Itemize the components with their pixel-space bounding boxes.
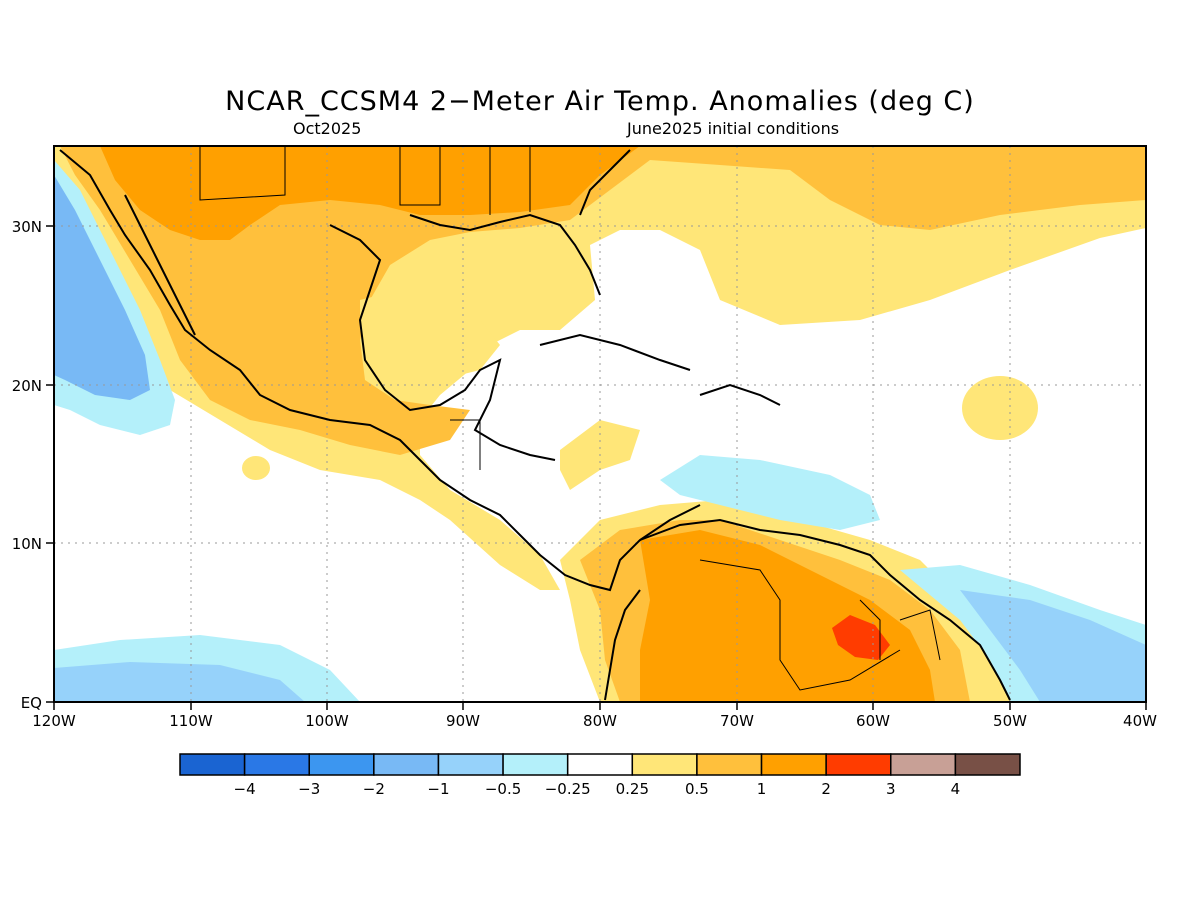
coast-cuba (539, 333, 691, 371)
colorbar-label: 0.25 (616, 780, 649, 798)
colorbar-swatch (243, 753, 310, 776)
cool-region-atlantic-blue (960, 590, 1146, 702)
cool-region-pacific-west-blue (54, 175, 150, 400)
coastlines (59, 149, 1011, 701)
map-gridlines (54, 146, 1146, 702)
lon-label: 100W (305, 712, 349, 730)
coast-baja (124, 194, 196, 336)
colorbar-swatch (308, 753, 375, 776)
colorbar-swatch (954, 753, 1021, 776)
warm-region-atlantic-patch (962, 376, 1038, 440)
lat-label: 30N (12, 218, 42, 236)
colorbar-label: −3 (298, 780, 320, 798)
colorbar-label: −2 (363, 780, 385, 798)
warm-region-us-dark (100, 146, 640, 240)
colorbar-label: 0.5 (685, 780, 709, 798)
lat-label: 20N (12, 377, 42, 395)
lon-label: 120W (32, 712, 76, 730)
cool-region-pacific-south-blue (54, 662, 305, 702)
coast-us-east (579, 149, 631, 216)
warm-region-southamerica-dark (640, 530, 935, 702)
colorbar-label: 1 (757, 780, 767, 798)
colorbar-swatch (696, 753, 763, 776)
colorbar-swatch (437, 753, 504, 776)
lon-label: 110W (169, 712, 213, 730)
colorbar-label: 2 (821, 780, 831, 798)
lon-label: 40W (1123, 712, 1157, 730)
cool-region-caribbean (660, 455, 880, 530)
colorbar: −4 −3 −2 −1 −0.5 −0.25 0.25 0.5 1 2 3 4 (179, 753, 1021, 798)
axis-ticks (46, 225, 1147, 710)
colorbar-label: 3 (886, 780, 896, 798)
hot-region-guyana (832, 615, 890, 660)
warm-region-north-orange (60, 146, 1146, 455)
colorbar-swatch (502, 753, 569, 776)
lat-labels: 30N 20N 10N EQ (12, 218, 42, 712)
colorbar-label: −1 (427, 780, 449, 798)
colorbar-label: 4 (951, 780, 961, 798)
map-title: NCAR_CCSM4 2−Meter Air Temp. Anomalies (… (225, 86, 975, 117)
colorbar-swatch (631, 753, 698, 776)
lat-label: EQ (21, 694, 42, 712)
coast-colombia-pacific (604, 589, 641, 701)
coast-south-america (639, 518, 1011, 701)
colorbar-label: −0.5 (485, 780, 521, 798)
colorbar-swatch (825, 753, 892, 776)
valid-month-label: Oct2025 (293, 119, 362, 138)
lon-label: 70W (720, 712, 754, 730)
lon-labels: 120W 110W 100W 90W 80W 70W 60W 50W 40W (32, 712, 1157, 730)
colorbar-swatch (566, 753, 634, 776)
coast-hispaniola (699, 383, 781, 406)
lon-label: 90W (446, 712, 480, 730)
lon-label: 60W (856, 712, 890, 730)
colorbar-label: −4 (234, 780, 256, 798)
coast-north-america (59, 149, 701, 592)
lat-label: 10N (12, 535, 42, 553)
coast-gulf-of-mexico (329, 224, 556, 461)
colorbar-swatch (890, 753, 957, 776)
colorbar-swatch (760, 753, 827, 776)
political-borders (199, 146, 941, 691)
warm-region-pacific-patch (242, 456, 270, 480)
lon-label: 80W (583, 712, 617, 730)
colorbar-swatch (373, 753, 440, 776)
colorbar-swatch (179, 753, 246, 776)
init-conditions-label: June2025 initial conditions (627, 119, 840, 138)
map-plot-area (54, 146, 1146, 702)
lon-label: 50W (993, 712, 1027, 730)
warm-region-gulf (360, 290, 500, 380)
coast-us-gulf (409, 213, 601, 296)
colorbar-label: −0.25 (545, 780, 591, 798)
